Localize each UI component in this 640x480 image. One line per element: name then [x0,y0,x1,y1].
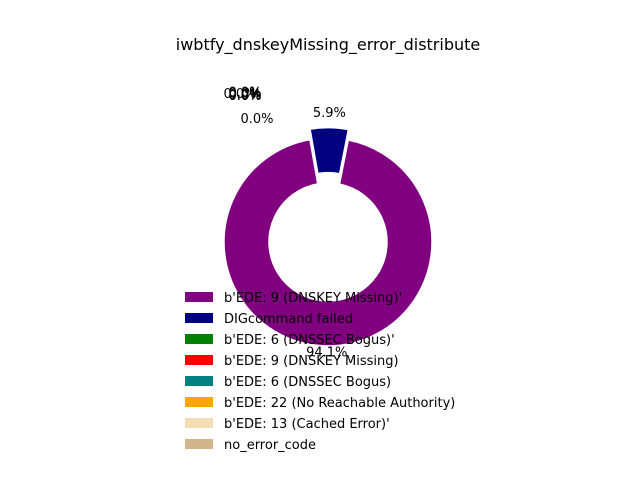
legend-swatch [185,292,213,302]
legend-label: b'EDE: 9 (DNSKEY Missing) [224,354,399,369]
legend-label: b'EDE: 6 (DNSSEC Bogus) [224,375,391,390]
legend-swatch [185,376,213,386]
slice-percent-label: 0.0% [228,89,261,104]
slice-percent-label: 0.0% [240,112,273,127]
pie-slice [223,138,433,347]
legend-label: b'EDE: 22 (No Reachable Authority) [224,396,455,411]
slice-percent-label: 0.0% [228,88,261,103]
legend-swatch [185,397,213,407]
legend-swatch [185,418,213,428]
legend-label: b'EDE: 13 (Cached Error)' [224,417,390,432]
slice-percent-label: 5.9% [313,106,346,121]
slice-percent-label: 0.0% [223,87,256,102]
legend-label: b'EDE: 9 (DNSKEY Missing)' [224,291,402,306]
pie-slice [309,126,350,175]
legend-swatch [185,439,213,449]
slice-percent-label: 94.1% [306,345,347,360]
slice-percent-label: 0.0% [228,85,261,100]
legend-swatch [185,355,213,365]
chart-title: iwbtfy_dnskeyMissing_error_distribute [176,35,480,55]
legend-label: b'EDE: 6 (DNSSEC Bogus)' [224,333,395,348]
slice-percent-label: 0.0% [228,87,261,102]
legend-label: DIGcommand failed [224,312,353,327]
legend-swatch [185,313,213,323]
legend-swatch [185,334,213,344]
legend-label: no_error_code [224,438,316,453]
